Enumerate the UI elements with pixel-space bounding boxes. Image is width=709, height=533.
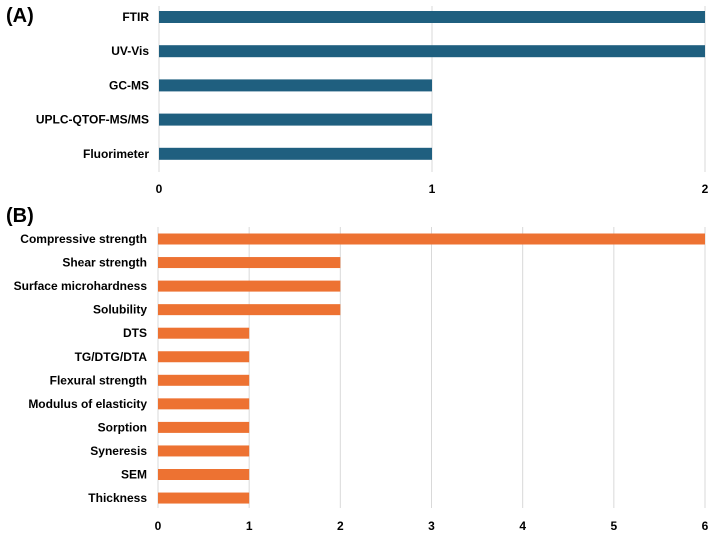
panel-a-category-label: Fluorimeter — [83, 147, 149, 161]
panel-b-tick-label: 1 — [246, 519, 253, 533]
panel-b-tick-label: 2 — [337, 519, 344, 533]
panel-b-category-labels: Compressive strength Shear strength Surfac… — [14, 232, 148, 505]
panel-b-category-label: Compressive strength — [20, 232, 147, 246]
panel-b-bar — [158, 327, 250, 339]
panel-a-category-labels: FTIR UV-Vis GC-MS UPLC-QTOF-MS/MS Fluorimete… — [36, 10, 149, 161]
panel-b-bars — [158, 233, 705, 504]
panel-b-category-label: Modulus of elasticity — [28, 397, 147, 411]
panel-b-category-label: Shear strength — [62, 256, 147, 270]
panel-b-chart: (B) Compressive strength Shear strength Su… — [6, 205, 709, 533]
panel-a-tick-labels: 0 1 2 — [156, 182, 709, 196]
panel-b-tick-label: 3 — [428, 519, 435, 533]
panel-a-bar — [159, 45, 705, 58]
panel-b-tick-labels: 0 1 2 3 4 5 6 — [155, 519, 709, 533]
panel-b-category-label: DTS — [123, 326, 147, 340]
panel-b-bar — [158, 233, 705, 245]
panel-a-bar — [159, 147, 432, 160]
panel-b-category-label: Surface microhardness — [14, 279, 148, 293]
panel-a-tick-label: 1 — [429, 182, 436, 196]
panel-a-bar — [159, 79, 432, 92]
panel-b-bar — [158, 257, 341, 269]
panel-b-category-label: Flexural strength — [50, 373, 147, 387]
panel-a-tick-label: 0 — [156, 182, 163, 196]
panel-b-tick-label: 5 — [610, 519, 617, 533]
panel-b-bar — [158, 469, 250, 480]
panel-b-category-label: TG/DTG/DTA — [75, 350, 148, 364]
panel-b-label: (B) — [6, 205, 34, 227]
panel-a-bar — [159, 11, 705, 23]
panel-b-tick-label: 4 — [519, 519, 526, 533]
panel-b-tick-label: 6 — [702, 519, 709, 533]
panel-b-bar — [158, 398, 250, 410]
panel-b-bar — [158, 492, 250, 504]
panel-a-bar — [159, 113, 432, 126]
panel-b-gridlines — [157, 227, 706, 508]
panel-a-tick-label: 2 — [702, 182, 709, 196]
panel-b-bar — [158, 374, 250, 386]
panel-b-bar — [158, 445, 250, 457]
panel-b-tick-label: 0 — [155, 519, 162, 533]
panel-a-category-label: FTIR — [122, 10, 149, 24]
panel-b-category-label: Solubility — [93, 303, 147, 317]
panel-b-bar — [158, 280, 341, 292]
panel-b-bar — [158, 351, 250, 363]
panel-a-chart: (A) FTIR UV-Vis GC-MS UPLC-QTOF-MS/MS Fluori… — [6, 5, 709, 196]
panel-b-category-label: Sorption — [98, 420, 147, 434]
panel-b-category-label: Thickness — [88, 491, 147, 505]
panel-b-bar — [158, 304, 341, 316]
panel-a-category-label: UPLC-QTOF-MS/MS — [36, 113, 149, 127]
panel-b-bar — [158, 421, 250, 433]
panel-a-category-label: UV-Vis — [111, 44, 149, 58]
panel-a-bars — [159, 11, 705, 160]
panel-a-label: (A) — [6, 5, 34, 27]
panel-b-category-label: SEM — [121, 468, 147, 482]
panel-a-category-label: GC-MS — [109, 78, 149, 92]
panel-b-category-label: Syneresis — [90, 444, 147, 458]
